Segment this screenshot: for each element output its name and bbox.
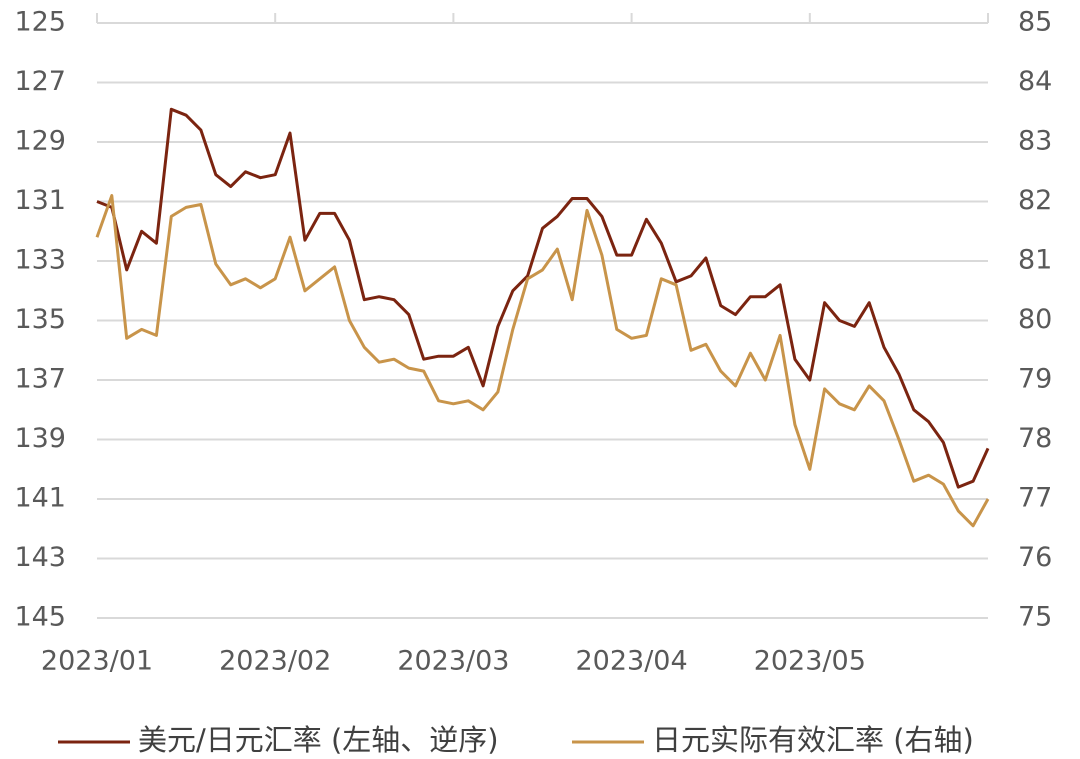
- y2-tick-label: 78: [1018, 423, 1052, 454]
- y2-tick-label: 75: [1018, 602, 1052, 633]
- y-tick-label: 143: [14, 542, 66, 573]
- series-line: [96, 107, 990, 489]
- legend-label: 日元实际有效汇率 (右轴): [652, 723, 974, 757]
- y2-tick-label: 84: [1018, 66, 1052, 97]
- x-tick-label: 2023/01: [41, 646, 153, 677]
- y-tick-label: 129: [14, 126, 66, 157]
- x-tick-label: 2023/03: [397, 646, 509, 677]
- y2-tick-label: 76: [1018, 542, 1052, 573]
- y-tick-label: 139: [14, 423, 66, 454]
- legend: 美元/日元汇率 (左轴、逆序) 日元实际有效汇率 (右轴): [58, 723, 974, 757]
- y2-tick-label: 82: [1018, 185, 1052, 216]
- y2-tick-label: 80: [1018, 304, 1052, 335]
- y2-tick-label: 81: [1018, 245, 1052, 276]
- y-tick-label: 141: [14, 483, 66, 514]
- y2-tick-label: 85: [1018, 7, 1052, 38]
- y2-tick-label: 79: [1018, 364, 1052, 395]
- y-tick-label: 145: [14, 602, 66, 633]
- series-line: [95, 194, 990, 528]
- legend-label: 美元/日元汇率 (左轴、逆序): [138, 723, 499, 757]
- y2-tick-label: 77: [1018, 483, 1052, 514]
- y-tick-label: 133: [14, 245, 66, 276]
- y2-tick-label: 83: [1018, 126, 1052, 157]
- y-tick-label: 135: [14, 304, 66, 335]
- x-tick-label: 2023/04: [576, 646, 688, 677]
- x-tick-label: 2023/02: [219, 646, 331, 677]
- y-tick-label: 127: [14, 66, 66, 97]
- y-tick-label: 125: [14, 7, 66, 38]
- y-tick-label: 131: [14, 185, 66, 216]
- x-tick-label: 2023/05: [754, 646, 866, 677]
- y-tick-label: 137: [14, 364, 66, 395]
